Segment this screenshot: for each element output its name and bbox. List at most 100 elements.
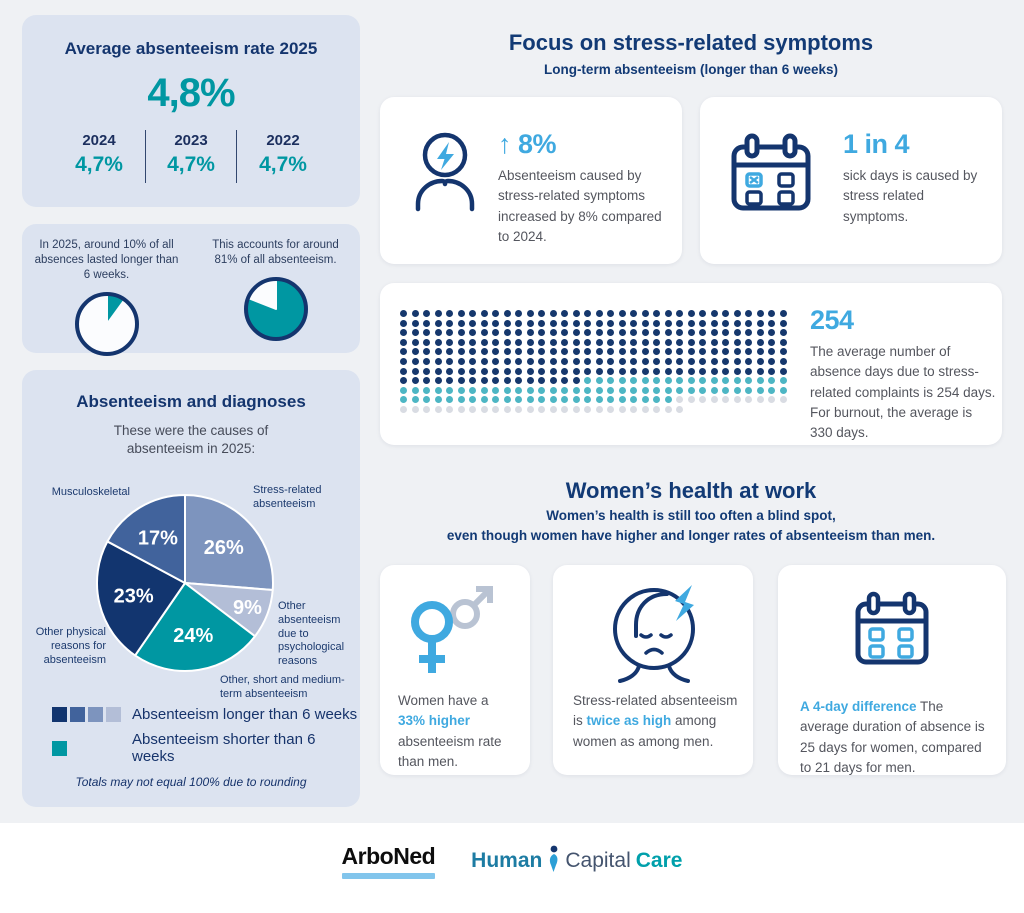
absence-day-dot	[756, 348, 764, 356]
absence-day-dot	[538, 329, 545, 337]
absence-day-dot	[722, 319, 729, 327]
absence-day-dot	[687, 329, 695, 337]
rate-history: 2024 4,7% 2023 4,7% 2022 4,7%	[22, 130, 360, 183]
absence-day-dot	[722, 310, 729, 317]
absence-day-dot	[756, 386, 764, 394]
absence-day-dot	[768, 377, 775, 385]
absence-day-dot	[641, 319, 649, 327]
absence-day-dot	[641, 357, 649, 365]
absence-day-dot	[699, 348, 706, 356]
absence-day-dot	[480, 348, 488, 356]
absence-day-dot	[641, 396, 649, 404]
absence-day-dot	[411, 377, 419, 385]
absence-day-dot	[503, 396, 511, 404]
absence-day-dot	[618, 319, 626, 327]
legend-swatch	[52, 707, 67, 722]
absence-day-dot	[400, 357, 407, 365]
absence-day-dot	[630, 396, 637, 404]
absenteeism-share-block: This accounts for around 81% of all abse…	[191, 224, 360, 353]
absence-day-dot	[492, 319, 499, 327]
rate-history-2022: 2022 4,7%	[259, 132, 307, 176]
absence-day-dot	[503, 319, 511, 327]
absence-day-dot	[434, 367, 442, 375]
absence-day-dot	[584, 348, 591, 356]
absence-day-dot	[710, 367, 718, 375]
absence-day-dot	[676, 405, 683, 413]
stress-increase-card: ↑ 8% Absenteeism caused by stress-relate…	[380, 97, 682, 264]
absence-day-dot	[561, 386, 568, 394]
absence-day-dot	[687, 367, 695, 375]
absence-day-dot	[538, 310, 545, 317]
average-rate-panel: Average absenteeism rate 2025 4,8% 2024 …	[22, 15, 360, 207]
absence-day-dot	[745, 357, 752, 365]
absence-day-dot	[768, 319, 775, 327]
long-absence-share-block: In 2025, around 10% of all absences last…	[22, 224, 191, 356]
absence-day-dot	[411, 367, 419, 375]
absence-day-dot	[469, 357, 476, 365]
svg-text:24%: 24%	[173, 625, 213, 647]
absence-day-dot	[607, 338, 614, 346]
absence-day-dot	[733, 329, 741, 337]
absence-day-dot	[687, 319, 695, 327]
svg-text:23%: 23%	[114, 585, 154, 607]
rate-panel-title: Average absenteeism rate 2025	[64, 39, 318, 58]
footer: ArboNed Human Capital Care	[0, 843, 1024, 879]
absence-day-dot	[411, 386, 419, 394]
absence-day-dot	[549, 357, 557, 365]
absence-day-dot	[595, 405, 603, 413]
absence-day-dot	[526, 329, 534, 337]
absence-day-dot	[745, 338, 752, 346]
absence-day-dot	[469, 396, 476, 404]
absence-day-dot	[710, 310, 718, 317]
absence-day-dot	[607, 310, 614, 317]
absence-day-dot	[400, 348, 407, 356]
absence-day-dot	[607, 357, 614, 365]
absence-day-dot	[549, 367, 557, 375]
absence-day-dot	[457, 319, 465, 327]
absence-day-dot	[492, 386, 499, 394]
absence-day-dot	[664, 377, 672, 385]
pie-label-musculoskeletal: Musculoskeletal	[51, 486, 130, 498]
absence-day-dot	[676, 348, 683, 356]
absence-day-dot	[480, 367, 488, 375]
pie-label-other-physical: Other physical reasons for absenteeism	[35, 626, 106, 666]
calendar-x-icon	[728, 133, 814, 218]
absence-day-dot	[549, 386, 557, 394]
absence-day-dot	[687, 396, 695, 404]
absence-day-dot	[561, 319, 568, 327]
absence-day-dot	[549, 329, 557, 337]
absence-day-dot	[434, 310, 442, 317]
absence-day-dot	[538, 367, 545, 375]
pie-label-short-medium: Other, short and medium-term absenteeism	[220, 674, 345, 700]
absence-day-dot	[561, 357, 568, 365]
days-stat: 254	[810, 305, 854, 335]
absence-day-dot	[687, 377, 695, 385]
ratio-stat: 1 in 4	[843, 129, 910, 159]
absence-day-dot	[653, 338, 660, 346]
absence-day-dot	[492, 405, 499, 413]
absence-day-dot	[653, 386, 660, 394]
absence-day-dot	[618, 377, 626, 385]
absence-day-dot	[676, 396, 683, 404]
ratio-card-text-block: 1 in 4 sick days is caused by stress rel…	[843, 129, 993, 227]
absence-day-dot	[515, 329, 522, 337]
absence-day-dot	[676, 310, 683, 317]
absence-day-dot	[469, 386, 476, 394]
absence-day-dot	[526, 348, 534, 356]
absence-day-dot	[526, 367, 534, 375]
absence-day-dot	[641, 338, 649, 346]
absence-day-dot	[584, 319, 591, 327]
absence-day-dot	[411, 396, 419, 404]
absence-day-dot	[618, 338, 626, 346]
absence-day-dot	[607, 367, 614, 375]
absence-day-dot	[469, 338, 476, 346]
absence-day-dot	[722, 329, 729, 337]
absence-day-dot	[561, 377, 568, 385]
absence-day-dot	[676, 386, 683, 394]
absence-day-dot	[768, 310, 775, 317]
absence-day-dot	[572, 377, 580, 385]
absence-day-dot	[653, 396, 660, 404]
women-section-subtitle-1: Women’s health is still too often a blin…	[546, 508, 836, 523]
absence-day-dot	[630, 319, 637, 327]
absence-day-dot	[503, 310, 511, 317]
